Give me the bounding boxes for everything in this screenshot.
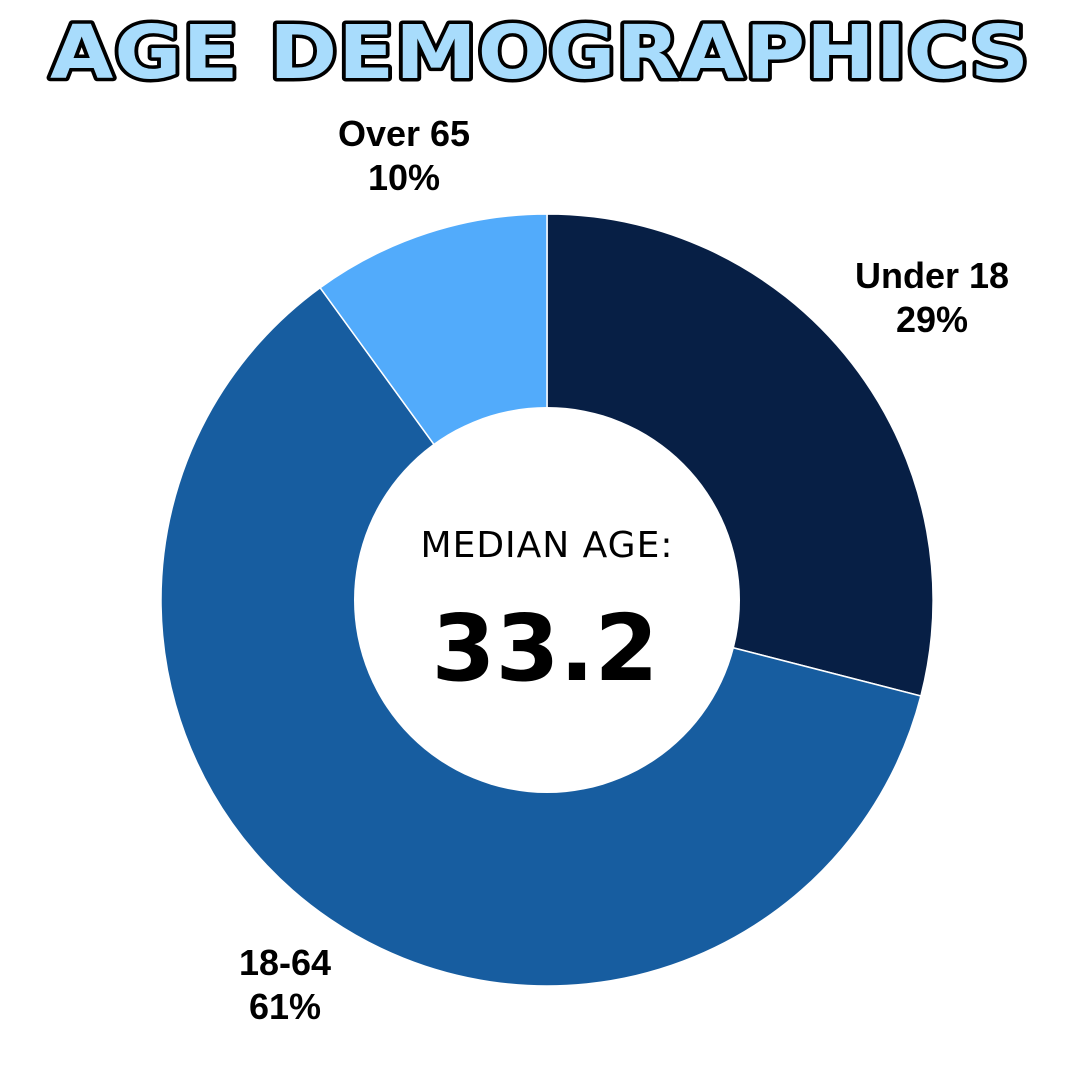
slice-label-under-18: Under 18 xyxy=(855,255,1009,296)
slice-value-over-65: 10% xyxy=(368,157,440,198)
slice-value-under-18: 29% xyxy=(896,299,968,340)
slice-label-18-64: 18-64 xyxy=(239,942,331,983)
donut-center xyxy=(354,407,740,793)
median-age-value: 33.2 xyxy=(432,595,659,702)
slice-value-18-64: 61% xyxy=(249,986,321,1027)
median-age-label: MEDIAN AGE: xyxy=(421,525,674,566)
slice-label-over-65: Over 65 xyxy=(338,113,470,154)
chart-title: AGE DEMOGRAPHICS xyxy=(50,10,1030,96)
